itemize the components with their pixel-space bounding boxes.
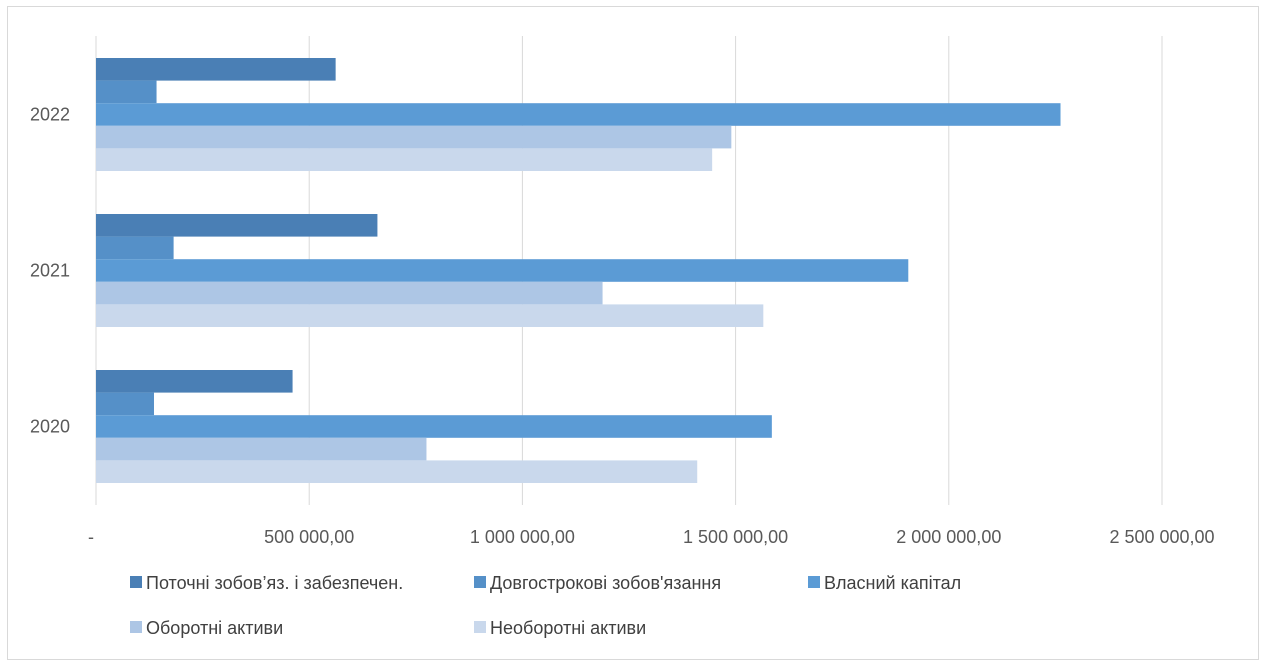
legend: Поточні зобов’яз. і забезпечен. Довгостро…: [130, 573, 961, 638]
legend-swatch: [474, 621, 486, 633]
bar-2022-series-4: [96, 148, 713, 171]
x-tick-label: 2 500 000,00: [1109, 527, 1214, 547]
bar-2020-series-3: [96, 437, 427, 461]
bar-2021-series-3: [96, 281, 603, 305]
bar-2020-series-1: [96, 392, 154, 416]
x-tick-label: 1 500 000,00: [683, 527, 788, 547]
legend-swatch: [130, 621, 142, 633]
legend-label: Оборотні активи: [146, 618, 283, 638]
y-tick-label: 2022: [30, 105, 70, 125]
bar-2021-series-4: [96, 304, 764, 327]
x-tick-label: 1 000 000,00: [470, 527, 575, 547]
bar-2021-series-0: [96, 214, 378, 237]
bar-2022-series-3: [96, 125, 732, 149]
bar-2022-series-1: [96, 80, 157, 104]
legend-label: Необоротні активи: [490, 618, 646, 638]
bar-2020-series-2: [96, 415, 772, 438]
legend-swatch: [130, 576, 142, 588]
y-axis-ticks: 2020 2021 2022: [30, 105, 70, 437]
x-axis-ticks: - 500 000,00 1 000 000,00 1 500 000,00 2 000…: [88, 527, 1215, 547]
bar-2021-series-2: [96, 259, 909, 282]
bar-2020-series-0: [96, 370, 293, 393]
bar-2022-series-0: [96, 58, 336, 81]
bars: [96, 58, 1061, 483]
bar-2020-series-4: [96, 460, 698, 483]
legend-swatch: [474, 576, 486, 588]
x-tick-label: 500 000,00: [264, 527, 354, 547]
legend-swatch: [808, 576, 820, 588]
y-tick-label: 2020: [30, 417, 70, 437]
x-tick-label: 2 000 000,00: [896, 527, 1001, 547]
legend-label: Поточні зобов’яз. і забезпечен.: [146, 573, 403, 593]
bar-2022-series-2: [96, 103, 1061, 126]
y-tick-label: 2021: [30, 261, 70, 281]
bar-2021-series-1: [96, 236, 174, 260]
legend-label: Власний капітал: [824, 573, 961, 593]
legend-label: Довгострокові зобов'язання: [490, 573, 721, 593]
x-tick-label: -: [88, 527, 94, 547]
